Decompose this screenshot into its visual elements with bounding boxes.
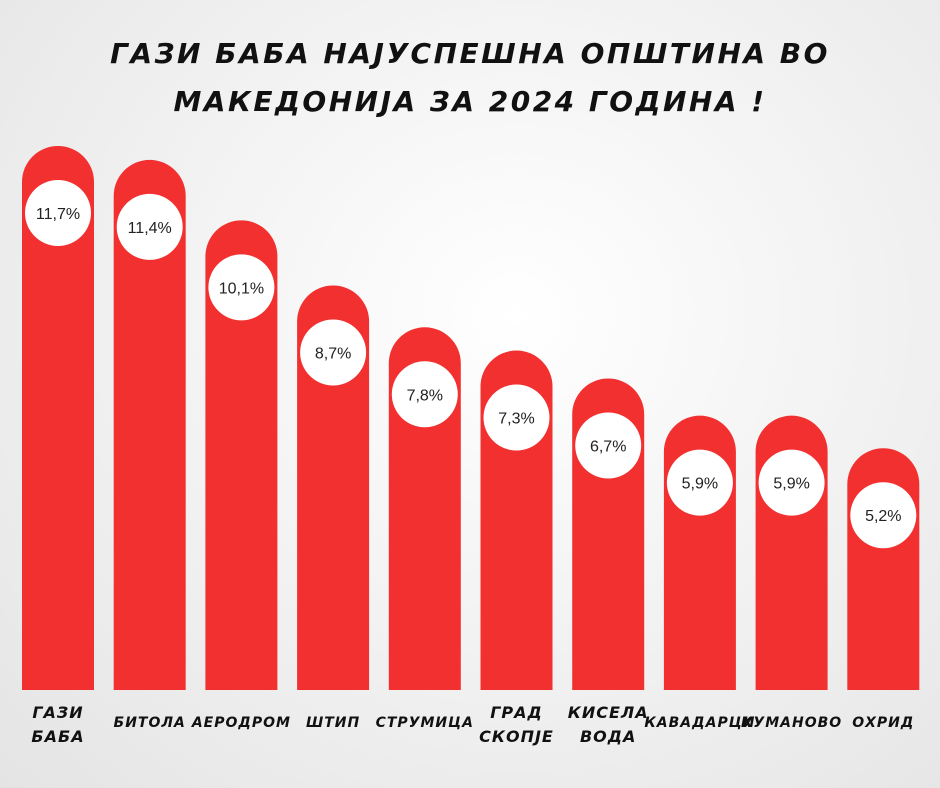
value-bubble — [758, 449, 825, 516]
value-label: 8,7% — [315, 345, 351, 362]
value-label: 6,7% — [590, 438, 626, 455]
category-label: КИСЕЛА — [568, 703, 649, 722]
category-label: ГРАД — [490, 703, 543, 722]
value-label: 7,3% — [498, 411, 534, 428]
category-label: ШТИП — [306, 715, 360, 731]
value-label: 5,9% — [773, 476, 809, 493]
bar — [22, 145, 94, 690]
value-bubble — [116, 193, 183, 260]
category-label: ОХРИД — [852, 715, 914, 731]
value-bubble — [666, 449, 733, 516]
category-labels-group: ГАЗИ БАБА БИТОЛА АЕРОДРОМ ШТИП СТРУМИЦА ГРАД СК… — [31, 703, 914, 746]
bar-group: 7,8% — [388, 327, 461, 690]
category-label: СТРУМИЦА — [376, 715, 474, 731]
bar-group: 5,9% — [663, 415, 736, 690]
bar — [113, 159, 186, 690]
value-bubble — [850, 482, 917, 549]
value-label: 7,8% — [407, 387, 443, 404]
bar-group: 6,7% — [572, 378, 645, 690]
value-bubble — [208, 254, 275, 321]
bar — [297, 285, 370, 690]
category-label: ВОДА — [580, 727, 636, 746]
bar-group: 11,7% — [22, 145, 94, 690]
bar-group: 5,9% — [755, 415, 828, 690]
bar-group: 5,2% — [847, 448, 920, 690]
value-label: 5,2% — [865, 508, 901, 525]
value-bubble — [300, 319, 367, 386]
category-label: КАВАДАРЦИ — [644, 715, 755, 731]
value-bubble — [25, 179, 91, 246]
value-label: 5,9% — [682, 476, 718, 493]
value-label: 11,7% — [36, 206, 80, 223]
chart-title-line-2: МАКЕДОНИЈА ЗА 2024 ГОДИНА ! — [173, 85, 767, 118]
bar-group: 8,7% — [297, 285, 370, 690]
category-label: СКОПЈЕ — [479, 727, 554, 746]
category-label: БИТОЛА — [114, 715, 186, 731]
chart-title: ГАЗИ БАБА НАЈУСПЕШНА ОПШТИНА ВО МАКЕДОНИ… — [0, 30, 940, 126]
category-label: ГАЗИ — [32, 703, 83, 722]
category-label: АЕРОДРОМ — [191, 715, 291, 731]
bar — [205, 220, 278, 690]
bar-group: 10,1% — [205, 220, 278, 690]
value-label: 11,4% — [128, 220, 172, 237]
bars-group: 11,7% 11,4% 10,1% 8,7% 7,8% 7,3% 6,7% 5,9% 5,9% 5… — [22, 145, 920, 690]
chart-title-line-1: ГАЗИ БАБА НАЈУСПЕШНА ОПШТИНА ВО — [110, 37, 830, 70]
bar-group: 11,4% — [113, 159, 186, 690]
category-label: БАБА — [31, 727, 84, 746]
bar-group: 7,3% — [480, 350, 553, 690]
value-bubble — [391, 361, 458, 428]
value-bubble — [575, 412, 642, 479]
category-label: КУМАНОВО — [741, 715, 842, 731]
value-bubble — [483, 384, 550, 451]
value-label: 10,1% — [219, 280, 264, 297]
